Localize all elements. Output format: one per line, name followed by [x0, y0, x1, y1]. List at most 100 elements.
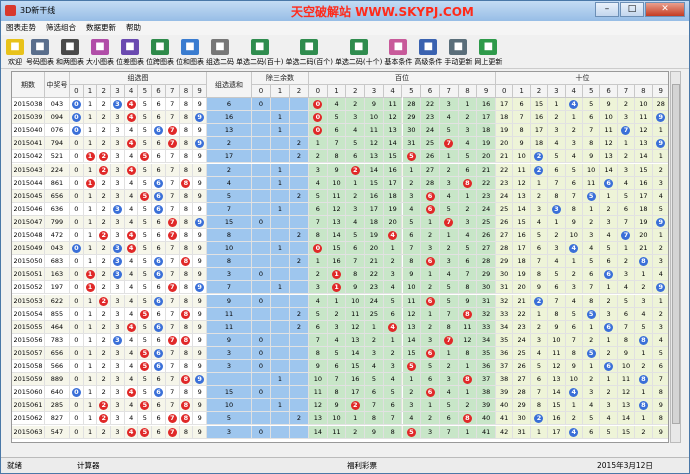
trend-cell: 7 [166, 176, 180, 189]
toolbar-button-14[interactable]: ■ 网上更新 [473, 35, 503, 67]
hundreds-ball: 0 [313, 100, 323, 109]
hundreds-cell: 13 [309, 412, 328, 425]
mod3-cell [271, 98, 290, 110]
toolbar-button-13[interactable]: ■ 手动更新 [443, 35, 473, 67]
toolbar-button-0[interactable]: ■ 欢迎 [5, 35, 25, 67]
trend-cell: 5 [139, 137, 153, 150]
menu-item-0[interactable]: 图表走势 [6, 23, 36, 32]
mod3-cell [290, 425, 309, 438]
close-button[interactable]: ✕ [645, 2, 685, 17]
tens-cell: 3 [530, 333, 549, 346]
toolbar-button-12[interactable]: ■ 高级条件 [413, 35, 443, 67]
trend-cell: 5 [139, 320, 153, 333]
trend-cell: 8 [180, 176, 194, 189]
toolbar-button-8[interactable]: ■ 单选二码(百十) [235, 35, 284, 67]
tens-cell: 28 [652, 98, 668, 110]
tens-cell: 5 [565, 307, 583, 320]
period-cell: 2015051 [12, 268, 45, 281]
toolbar-button-9[interactable]: ■ 单选二码(百个) [284, 35, 333, 67]
draw-cell: 285 [45, 399, 70, 412]
tens-cell: 9 [652, 281, 668, 294]
tens-cell: 2 [565, 412, 583, 425]
status-calculator[interactable]: 计算器 [77, 461, 100, 470]
hundreds-cell: 7 [365, 399, 384, 412]
tens-cell: 5 [583, 98, 601, 110]
trend-cell: 5 [139, 202, 153, 215]
trend-cell: 9 [193, 189, 207, 202]
trend-ball: 0 [71, 388, 81, 398]
miss-cell: 5 [207, 189, 252, 202]
header-trend-digit: 6 [152, 85, 166, 98]
mod3-cell: 0 [252, 268, 271, 281]
tens-cell: 5 [565, 163, 583, 176]
tens-cell: 1 [565, 255, 583, 268]
header-mod3-digit: 0 [252, 85, 271, 98]
tens-cell: 29 [513, 399, 531, 412]
toolbar-button-6[interactable]: ■ 位和图表 [175, 35, 205, 67]
hundreds-cell: 2 [458, 111, 478, 124]
toolbar-button-3[interactable]: ■ 大小图表 [85, 35, 115, 67]
mod3-cell [271, 346, 290, 359]
tens-cell: 1 [635, 386, 653, 399]
toolbar-button-4[interactable]: ■ 位差图表 [115, 35, 145, 67]
trend-cell: 1 [84, 425, 98, 438]
toolbar-button-1[interactable]: ■ 号码图表 [25, 35, 55, 67]
toolbar-button-7[interactable]: ■ 组选二码 [205, 35, 235, 67]
tens-cell: 34 [496, 320, 514, 333]
trend-cell: 3 [111, 137, 125, 150]
trend-cell: 2 [97, 294, 112, 307]
hundreds-cell: 4 [439, 189, 459, 202]
trend-cell: 0 [70, 294, 84, 307]
hundreds-cell: 4 [402, 202, 422, 215]
minimize-button[interactable]: – [595, 2, 619, 17]
tens-cell: 21 [635, 242, 653, 255]
trend-cell: 3 [111, 360, 125, 372]
toolbar-button-11[interactable]: ■ 基本条件 [383, 35, 413, 67]
mod3-cell: 0 [252, 98, 271, 110]
tens-cell: 2 [600, 346, 618, 359]
hundreds-cell: 16 [346, 373, 366, 386]
trend-cell: 3 [111, 242, 125, 255]
hundreds-cell: 12 [402, 307, 422, 320]
hundreds-cell: 9 [327, 163, 347, 176]
tens-cell: 6 [530, 373, 549, 386]
mod3-cell: 1 [271, 163, 290, 176]
maximize-button[interactable]: □ [620, 2, 644, 17]
toolbar-button-2[interactable]: ■ 和两图表 [55, 35, 85, 67]
trend-cell: 6 [152, 98, 166, 110]
hundreds-cell: 2 [458, 399, 478, 412]
toolbar-button-5[interactable]: ■ 位跨图表 [145, 35, 175, 67]
tens-cell: 1 [617, 137, 636, 150]
trend-ball: 6 [154, 191, 164, 201]
menu-item-3[interactable]: 帮助 [126, 23, 141, 32]
trend-cell: 6 [152, 320, 166, 333]
hundreds-cell: 40 [477, 412, 496, 425]
trend-cell: 2 [97, 333, 112, 346]
hundreds-cell: 2 [346, 399, 366, 412]
mod3-cell [290, 333, 309, 346]
trend-cell: 3 [111, 111, 125, 124]
trend-cell: 6 [152, 399, 166, 412]
menu-item-2[interactable]: 数据更新 [86, 23, 116, 32]
tens-cell: 19 [635, 215, 653, 228]
header-tens-digit: 9 [652, 85, 668, 98]
toolbar-button-10[interactable]: ■ 单选二码(十个) [334, 35, 383, 67]
tens-cell: 8 [583, 294, 601, 307]
menu-item-1[interactable]: 筛选组合 [46, 23, 76, 32]
hundreds-cell: 3 [421, 242, 440, 255]
tens-cell: 30 [513, 412, 531, 425]
tens-cell: 2 [530, 163, 549, 176]
trend-cell: 3 [111, 124, 125, 137]
tens-cell: 41 [496, 412, 514, 425]
hundreds-cell: 4 [439, 386, 459, 399]
hundreds-cell: 2 [365, 333, 384, 346]
period-cell: 2015050 [12, 255, 45, 268]
hundreds-cell: 7 [439, 333, 459, 346]
table-row: 2015061 285 0 1 2 3 4 5 6 7 8 9 10 1 12 9 2 7 6 3 1 5 2 39 40 29 8… [12, 399, 668, 413]
mod3-cell [252, 242, 271, 255]
mod3-cell [271, 333, 290, 346]
tens-cell: 12 [548, 360, 566, 372]
vertical-scrollbar[interactable] [670, 71, 681, 443]
trend-ball: 7 [167, 427, 177, 437]
scrollbar-thumb[interactable] [672, 84, 680, 424]
